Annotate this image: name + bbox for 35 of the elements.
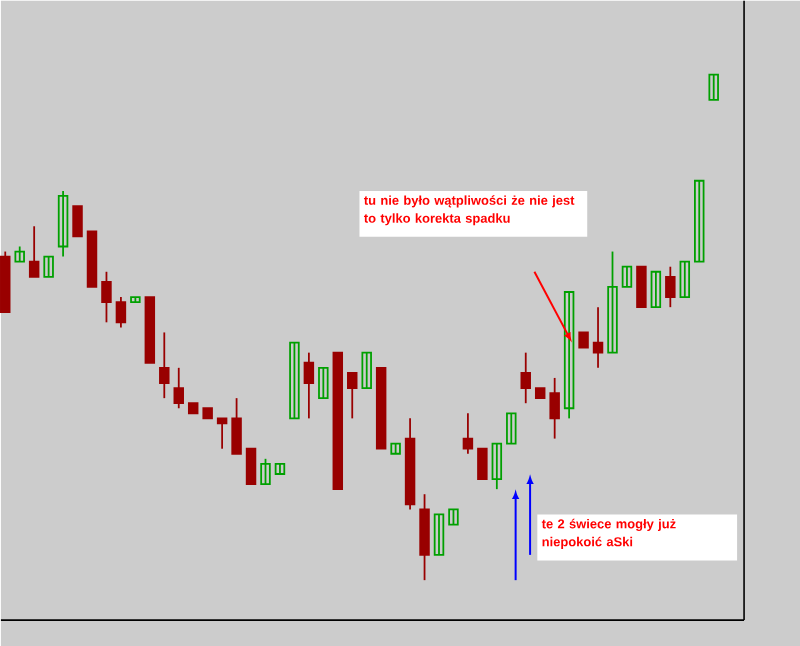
candlestick	[361, 351, 372, 389]
candlestick	[318, 366, 329, 400]
candlestick	[694, 179, 705, 263]
candlestick	[462, 412, 474, 455]
candlestick	[621, 265, 633, 288]
candlestick	[419, 493, 430, 582]
candlestick	[173, 366, 184, 410]
candlestick	[115, 296, 127, 329]
candlestick	[72, 205, 83, 238]
candlestick	[216, 417, 228, 450]
candlestick	[43, 255, 54, 278]
candlestick	[549, 377, 560, 440]
candlestick	[636, 265, 647, 309]
candlestick	[57, 189, 69, 258]
candlestick	[260, 457, 271, 485]
candlestick	[101, 270, 112, 324]
candlestick	[159, 331, 170, 400]
candlestick	[665, 265, 676, 309]
candlestick	[433, 513, 445, 556]
candlestick	[231, 397, 242, 455]
candlestick	[506, 412, 517, 445]
candlestick	[303, 351, 315, 420]
candlestick	[708, 73, 719, 101]
candlestick	[650, 270, 662, 309]
candlestick	[347, 371, 358, 420]
candlestick	[592, 306, 604, 369]
candlestick	[607, 250, 618, 354]
candlestick	[477, 447, 488, 480]
candlestick	[520, 351, 531, 405]
candlestick	[14, 245, 25, 263]
candlestick	[289, 341, 300, 420]
candlestick	[679, 260, 691, 298]
candlestick	[245, 447, 257, 485]
candlestick	[28, 225, 40, 278]
candlestick	[491, 442, 503, 491]
